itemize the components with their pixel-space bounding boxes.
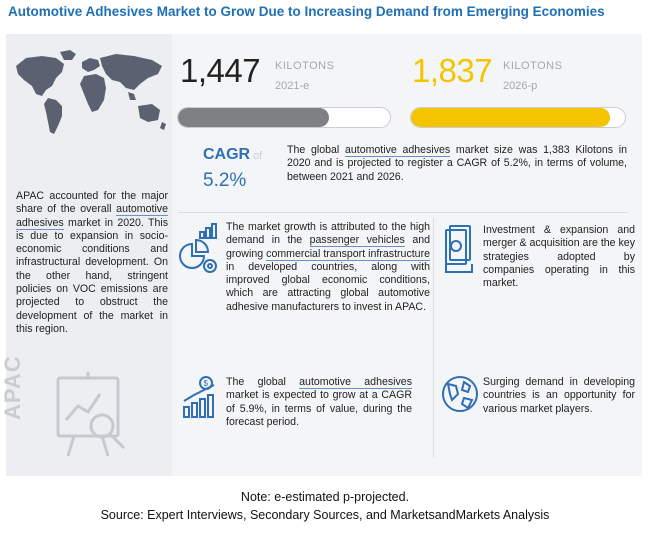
kpi-2026-year: 2026-p (503, 80, 538, 92)
kpi-2021-year: 2021-e (275, 80, 310, 92)
kpi-2021-value: 1,447 (180, 52, 261, 89)
growth-paragraph: The market growth is attributed to the h… (226, 221, 430, 313)
value-paragraph: The global automotive adhesives market i… (226, 376, 412, 428)
source-line: Source: Expert Interviews, Secondary Sou… (100, 508, 550, 522)
passenger-vehicles-link[interactable]: passenger vehicles (309, 234, 405, 248)
kpi-2026-unit: KILOTONS (503, 60, 563, 72)
market-size-paragraph: The global automotive adhesives market s… (287, 144, 628, 183)
growth-chart-dollar-icon: $ (183, 376, 215, 418)
page-title: Automotive Adhesives Market to Grow Due … (8, 4, 605, 19)
kpi-2026-bar-fill (411, 108, 611, 127)
automotive-adhesives-link-3[interactable]: automotive adhesives (299, 376, 412, 389)
kpi-2026-bar (410, 107, 626, 128)
automotive-adhesives-link[interactable]: automotive adhesives (16, 203, 168, 230)
strategies-paragraph: Investment & expansion and merger & acqu… (483, 224, 635, 290)
globe-icon (442, 376, 478, 412)
svg-text:$: $ (204, 379, 209, 388)
cagr-value: 5.2% (203, 170, 247, 191)
commercial-transport-link[interactable]: commercial transport infrastructure (266, 247, 430, 261)
divider-horizontal (178, 212, 628, 213)
money-stack-icon (445, 225, 473, 273)
world-map-icon (16, 50, 166, 134)
cagr-of: of (253, 150, 263, 162)
kpi-2021-bar (177, 107, 391, 128)
analysis-chart-icon (56, 372, 126, 457)
kpi-2026-value: 1,837 (412, 52, 493, 89)
divider-vertical (433, 218, 434, 458)
apac-vertical-label: APAC (0, 355, 25, 420)
opportunity-paragraph: Surging demand in developing countries i… (483, 376, 635, 415)
kpi-2021-bar-fill (178, 108, 329, 127)
cagr-label: CAGR (203, 146, 251, 163)
kpi-2021-unit: KILOTONS (275, 60, 335, 72)
apac-paragraph: APAC accounted for the major share of th… (16, 190, 168, 335)
automotive-adhesives-link-2[interactable]: automotive adhesives (344, 144, 451, 157)
pie-chart-gear-icon (179, 223, 217, 273)
footnote: Note: e-estimated p-projected. (240, 490, 410, 504)
